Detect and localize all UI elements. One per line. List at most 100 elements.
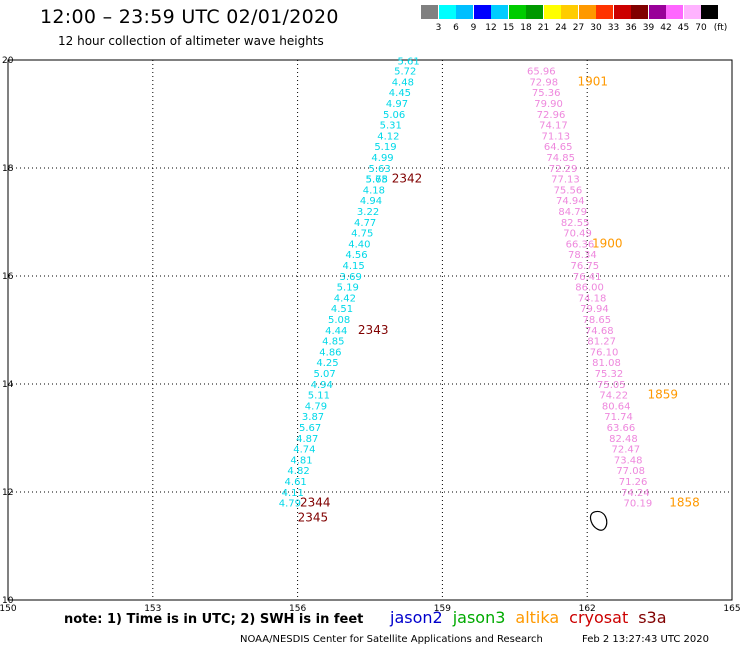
data-label: 3.87 [302, 412, 324, 423]
x-tick-label: 162 [579, 604, 596, 614]
colorbar-label: 70 [695, 23, 707, 33]
data-label: 4.48 [392, 77, 414, 88]
time-label: 2342 [392, 172, 423, 186]
colorbar-swatch [491, 5, 508, 19]
footer-credit: NOAA/NESDIS Center for Satellite Applica… [240, 634, 543, 645]
data-label: 4.44 [325, 326, 347, 337]
data-label: 82.55 [561, 218, 590, 229]
colorbar-label: 27 [572, 23, 585, 33]
data-label: 5.67 [299, 423, 321, 434]
data-label: 74.24 [621, 488, 650, 499]
data-label: 80.64 [602, 401, 631, 412]
data-label: 64.65 [544, 142, 573, 153]
data-label: 75.56 [554, 185, 583, 196]
colorbar-unit: (ft) [713, 23, 728, 33]
data-label: 75.32 [595, 369, 624, 380]
time-label: 2345 [298, 511, 329, 525]
data-label: 4.94 [311, 380, 333, 391]
time-label: 1900 [592, 236, 623, 250]
data-label: 71.74 [604, 412, 633, 423]
plot-frame [7, 59, 733, 601]
data-label: 4.56 [345, 250, 367, 261]
data-label: 74.85 [546, 153, 575, 164]
data-label: 74.94 [556, 196, 585, 207]
data-label: 4.40 [348, 239, 370, 250]
colorbar-swatch [701, 5, 718, 19]
data-label: 75.05 [597, 380, 626, 391]
colorbar-swatch [543, 5, 561, 19]
y-tick-label: 18 [2, 164, 14, 174]
footer-timestamp: Feb 2 13:27:43 UTC 2020 [582, 634, 709, 645]
data-label: 4.79 [305, 401, 327, 412]
data-label: 81.27 [587, 337, 616, 348]
data-label: 4.79 [279, 499, 301, 510]
colorbar-swatch [613, 5, 631, 19]
x-tick-label: 156 [289, 604, 306, 614]
island-outline [589, 510, 608, 531]
x-tick-label: 159 [434, 604, 451, 614]
time-label: 2344 [300, 496, 331, 510]
data-label: 72.96 [537, 110, 566, 121]
data-label: 5.65 [366, 175, 388, 186]
data-label: 5.78 [366, 175, 388, 186]
data-label: 4.86 [319, 347, 341, 358]
data-label: 73.48 [614, 455, 643, 466]
data-label: 72.47 [611, 445, 640, 456]
page-title: 12:00 – 23:59 UTC 02/01/2020 [40, 6, 339, 28]
colorbar-swatch [596, 5, 613, 19]
data-label: 78.65 [583, 315, 612, 326]
y-tick-label: 12 [2, 488, 13, 498]
legend-s3a: s3a [638, 608, 667, 627]
data-label: 4.61 [285, 477, 307, 488]
data-label: 4.12 [377, 131, 399, 142]
colorbar-swatch [666, 5, 683, 19]
data-label: 4.82 [287, 466, 309, 477]
colorbar-label: 39 [642, 23, 655, 33]
data-label: 76.41 [573, 272, 602, 283]
data-label: 70.49 [563, 229, 592, 240]
y-tick-label: 10 [2, 596, 14, 606]
data-label: 5.72 [394, 67, 416, 78]
colorbar-swatch [508, 5, 526, 19]
data-label: 5.19 [337, 283, 359, 294]
data-label: 3.69 [340, 272, 362, 283]
legend-altika: altika [515, 608, 560, 627]
data-label: 5.31 [380, 121, 402, 132]
colorbar-label: 9 [470, 23, 477, 33]
data-label: 84.79 [558, 207, 587, 218]
data-label: 4.87 [296, 434, 318, 445]
data-label: 74.17 [539, 121, 568, 132]
time-label: 1901 [578, 74, 609, 88]
data-label: 4.25 [316, 358, 338, 369]
data-label: 5.61 [397, 56, 419, 67]
colorbar-label: 18 [520, 23, 532, 33]
colorbar-swatch [438, 5, 456, 19]
colorbar-label: 21 [537, 23, 550, 33]
colorbar-label: 6 [453, 23, 459, 33]
data-label: 5.11 [308, 391, 330, 402]
time-label: 1859 [648, 388, 679, 402]
data-label: 77.13 [551, 175, 580, 186]
time-label: 1858 [669, 496, 700, 510]
data-label: 70.19 [624, 499, 653, 510]
y-tick-label: 16 [2, 272, 14, 282]
data-label: 77.08 [616, 466, 645, 477]
colorbar-label: 36 [625, 23, 637, 33]
data-label: 4.77 [354, 218, 376, 229]
data-label: 5.06 [383, 110, 405, 121]
data-label: 4.18 [363, 185, 385, 196]
time-label: 2343 [358, 323, 389, 337]
page-subtitle: 12 hour collection of altimeter wave hei… [58, 34, 324, 48]
colorbar-label: 12 [485, 23, 497, 33]
data-label: 4.45 [389, 88, 411, 99]
colorbar-swatch [683, 5, 701, 19]
data-label: 78.34 [568, 250, 597, 261]
data-label: 74.22 [599, 391, 628, 402]
colorbar-swatch [473, 5, 491, 19]
data-label: 81.08 [592, 358, 621, 369]
data-label: 5.63 [369, 164, 391, 175]
x-tick-label: 153 [144, 604, 161, 614]
data-label: 76.10 [590, 347, 619, 358]
data-label: 4.11 [282, 488, 304, 499]
